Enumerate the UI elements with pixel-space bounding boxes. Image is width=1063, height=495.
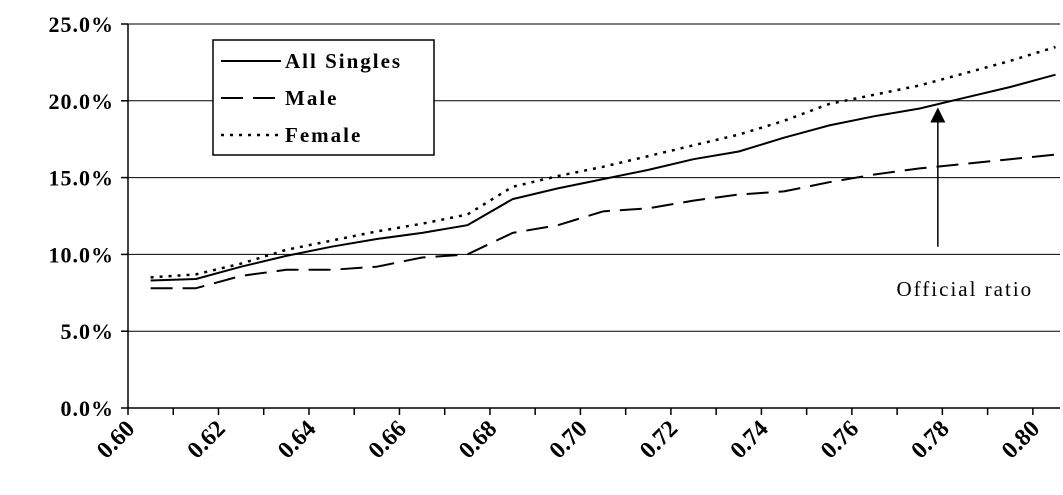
- legend: All Singles Male Female: [212, 39, 435, 156]
- y-tick-label: 20.0%: [49, 89, 115, 114]
- x-tick-label: 0.62: [183, 416, 231, 464]
- x-tick-label: 0.70: [545, 416, 593, 464]
- annotations: Official ratio: [897, 107, 1034, 301]
- y-tick-label: 0.0%: [61, 396, 115, 421]
- annotation-label: Official ratio: [897, 277, 1034, 301]
- legend-label-male: Male: [285, 86, 338, 110]
- series-line-all-singles: [150, 73, 1056, 282]
- y-tick-label: 15.0%: [49, 166, 115, 191]
- x-tick-label: 0.60: [92, 416, 140, 464]
- y-tick-label: 5.0%: [61, 319, 115, 344]
- y-tick-label: 25.0%: [49, 12, 115, 37]
- x-tick-label: 0.78: [907, 416, 955, 464]
- series: [150, 45, 1056, 290]
- x-tick-label: 0.80: [997, 416, 1045, 464]
- x-tick-label: 0.76: [816, 416, 864, 464]
- legend-label-all-singles: All Singles: [285, 49, 402, 73]
- series-line-female: [150, 45, 1056, 279]
- y-tick-label: 10.0%: [49, 242, 115, 267]
- series-line-male: [150, 153, 1056, 290]
- x-tick-label: 0.72: [635, 416, 683, 464]
- x-tick-label: 0.68: [454, 416, 502, 464]
- x-tick-label: 0.64: [273, 416, 321, 464]
- axes: 0.0% 5.0% 10.0% 15.0% 20.0% 25.0% 0.60 0.62 0.64…: [49, 12, 1060, 464]
- x-tick-label: 0.74: [726, 416, 774, 464]
- legend-label-female: Female: [285, 123, 362, 147]
- x-tick-label: 0.66: [364, 416, 412, 464]
